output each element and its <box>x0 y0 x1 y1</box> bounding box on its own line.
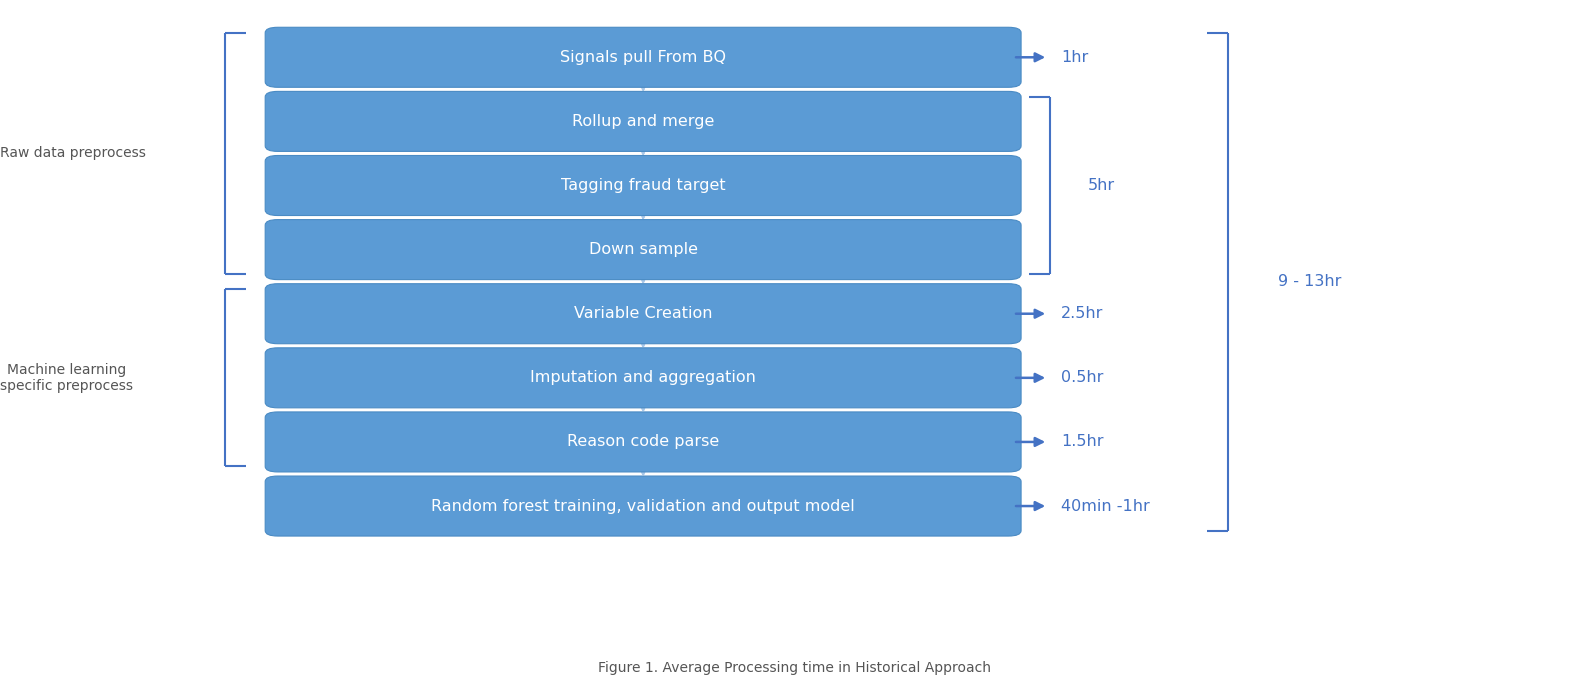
Text: Variable Creation: Variable Creation <box>573 306 713 321</box>
Text: Figure 1. Average Processing time in Historical Approach: Figure 1. Average Processing time in His… <box>597 661 991 675</box>
Text: Imputation and aggregation: Imputation and aggregation <box>530 370 756 385</box>
FancyBboxPatch shape <box>265 348 1021 408</box>
Text: Down sample: Down sample <box>589 242 697 257</box>
FancyBboxPatch shape <box>265 27 1021 87</box>
FancyBboxPatch shape <box>265 284 1021 344</box>
Text: 9 - 13hr: 9 - 13hr <box>1278 274 1342 289</box>
Text: 1hr: 1hr <box>1061 50 1088 65</box>
Text: Signals pull From BQ: Signals pull From BQ <box>561 50 726 65</box>
Text: Random forest training, validation and output model: Random forest training, validation and o… <box>432 499 854 514</box>
FancyBboxPatch shape <box>265 220 1021 280</box>
Text: 40min -1hr: 40min -1hr <box>1061 499 1150 514</box>
FancyBboxPatch shape <box>265 91 1021 151</box>
Text: 5hr: 5hr <box>1088 178 1115 193</box>
FancyBboxPatch shape <box>265 412 1021 472</box>
FancyBboxPatch shape <box>265 476 1021 536</box>
Text: 1.5hr: 1.5hr <box>1061 434 1104 449</box>
Text: 2.5hr: 2.5hr <box>1061 306 1104 321</box>
Text: Reason code parse: Reason code parse <box>567 434 719 449</box>
FancyBboxPatch shape <box>265 155 1021 216</box>
Text: 0.5hr: 0.5hr <box>1061 370 1104 385</box>
Text: Rollup and merge: Rollup and merge <box>572 114 715 129</box>
Text: Tagging fraud target: Tagging fraud target <box>561 178 726 193</box>
Text: Raw data preprocess: Raw data preprocess <box>0 147 146 160</box>
Text: Machine learning
specific preprocess: Machine learning specific preprocess <box>0 363 133 393</box>
